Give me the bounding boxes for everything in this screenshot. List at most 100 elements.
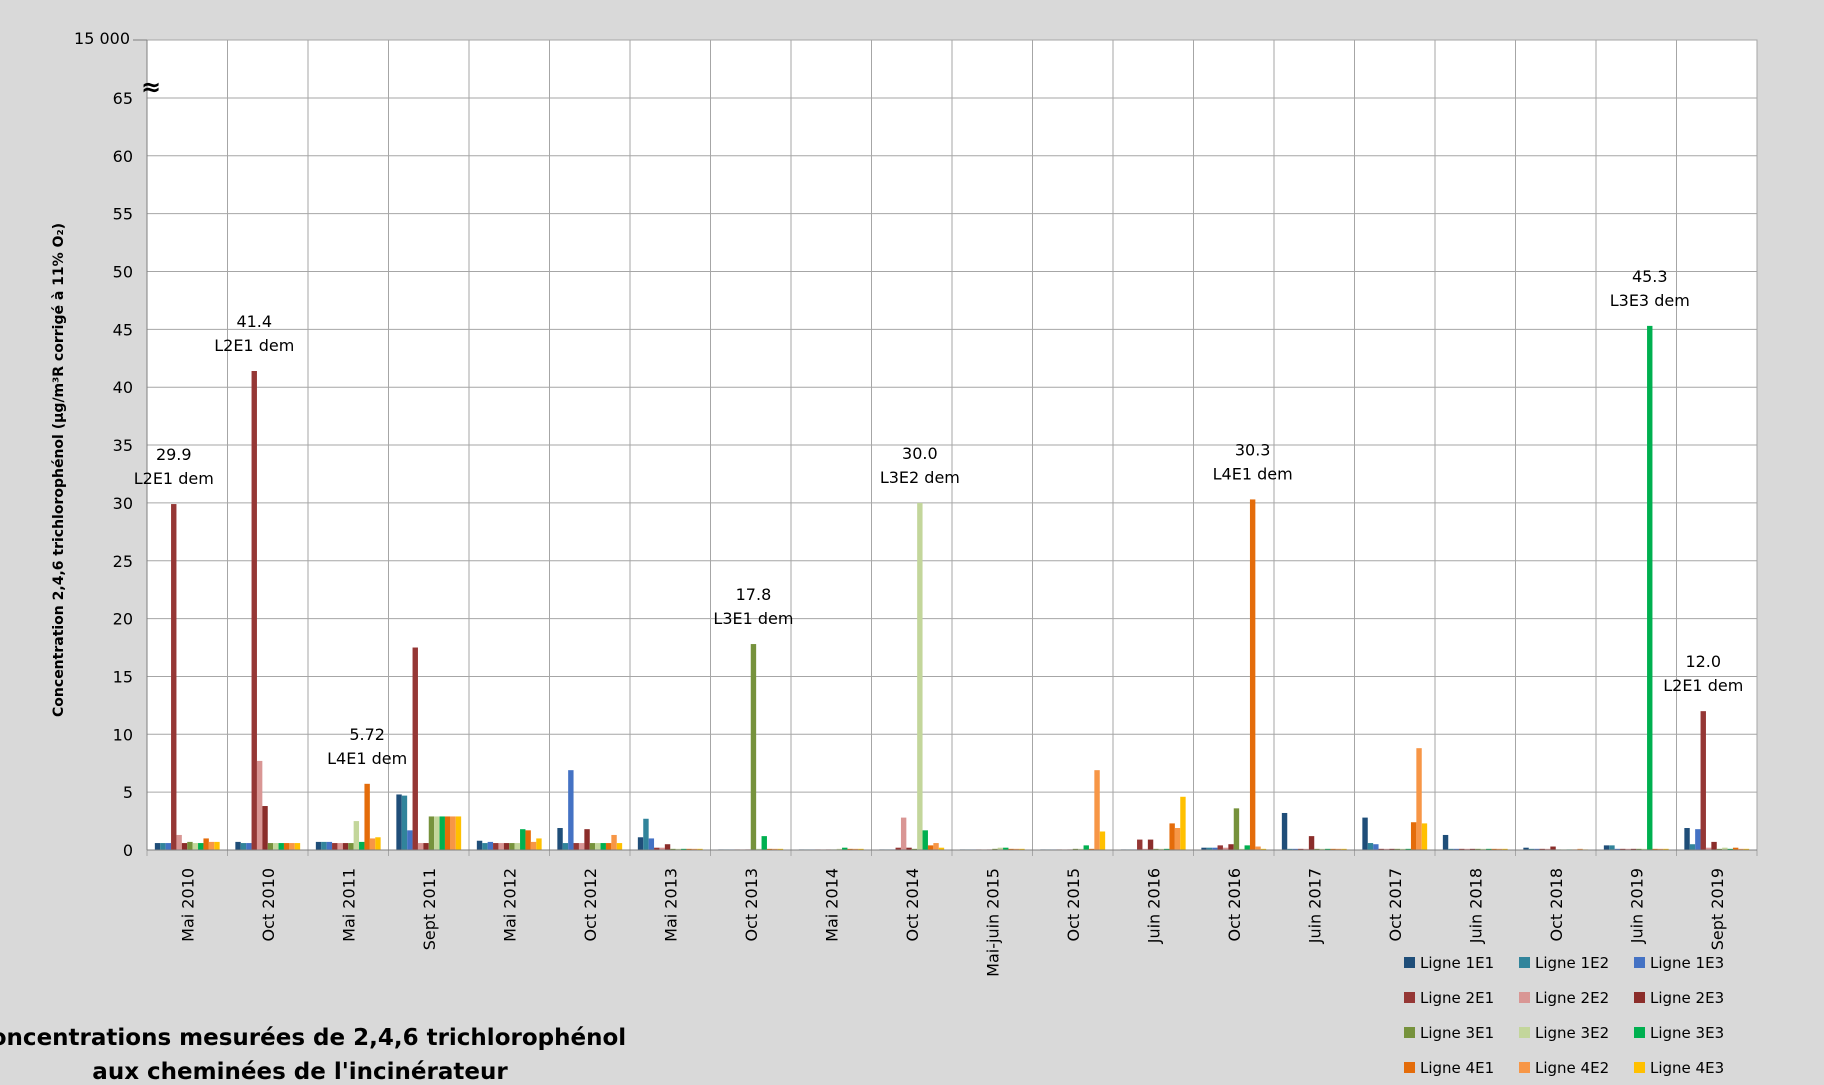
bar — [493, 843, 499, 850]
bar — [1341, 848, 1347, 850]
annotation-label: L2E1 dem — [134, 469, 214, 488]
x-tick-label: Oct 2018 — [1547, 868, 1566, 941]
bar — [1308, 836, 1315, 850]
bar — [852, 848, 859, 850]
bar — [1641, 848, 1648, 850]
bar — [1738, 848, 1744, 850]
bar — [1072, 848, 1079, 850]
bar — [342, 843, 349, 850]
bar — [1158, 848, 1165, 850]
bar — [369, 838, 376, 850]
x-tick-label: Oct 2016 — [1225, 868, 1244, 941]
legend-label: Ligne 2E2 — [1535, 989, 1609, 1007]
annotation-label: L3E2 dem — [880, 468, 960, 487]
bar — [337, 843, 343, 850]
legend-label: Ligne 3E3 — [1650, 1024, 1724, 1042]
bar — [1164, 848, 1170, 850]
legend-swatch — [1519, 957, 1530, 968]
y-tick-label: 30 — [113, 494, 133, 513]
bar — [450, 816, 456, 850]
bar — [670, 848, 676, 850]
y-tick-label: 35 — [113, 436, 133, 455]
bar — [1287, 848, 1293, 850]
x-tick-label: Mai 2014 — [822, 868, 841, 942]
bar — [777, 848, 784, 850]
bar — [1362, 817, 1368, 850]
x-tick-label: Juin 2017 — [1305, 868, 1324, 944]
bar — [1652, 848, 1658, 850]
bar — [267, 843, 274, 850]
bar — [1689, 844, 1696, 851]
bar — [686, 848, 692, 850]
bar — [1486, 848, 1492, 850]
bar — [1180, 796, 1186, 850]
bar — [691, 848, 698, 850]
bar — [1684, 828, 1690, 850]
bar — [1292, 848, 1299, 850]
x-tick-label: Sept 2011 — [420, 868, 439, 950]
bar — [927, 845, 934, 850]
annotation-label: L4E1 dem — [1213, 464, 1293, 483]
bar — [1303, 848, 1309, 850]
bar — [900, 817, 907, 850]
legend-swatch — [1404, 1027, 1415, 1038]
bar — [1201, 847, 1207, 850]
x-tick-label: Oct 2015 — [1064, 868, 1083, 941]
bar — [401, 795, 408, 850]
bar — [1244, 845, 1250, 850]
bar — [1459, 848, 1465, 850]
bar — [654, 847, 660, 850]
bar — [1281, 812, 1288, 850]
bar — [1373, 844, 1379, 851]
bar — [294, 843, 301, 850]
legend-swatch — [1519, 1027, 1530, 1038]
bar — [476, 840, 483, 850]
legend-label: Ligne 4E2 — [1535, 1059, 1609, 1077]
chart-title: Concentrations mesurées de 2,4,6 trichlo… — [0, 1025, 626, 1051]
bar — [1142, 848, 1148, 850]
chart-subtitle: aux cheminées de l'incinérateur — [92, 1059, 508, 1085]
bar — [1603, 845, 1610, 850]
legend-label: Ligne 2E1 — [1420, 989, 1494, 1007]
bar — [1314, 848, 1320, 850]
bar — [1410, 822, 1417, 850]
bar — [595, 843, 601, 850]
bar — [1078, 848, 1084, 850]
x-tick-label: Juin 2016 — [1144, 868, 1163, 944]
x-tick-label: Oct 2013 — [742, 868, 761, 941]
bar — [1491, 848, 1497, 850]
legend-swatch — [1404, 992, 1415, 1003]
y-tick-label: 0 — [123, 841, 133, 860]
y-tick-label: 10 — [113, 725, 133, 744]
bar — [1394, 848, 1401, 850]
bars — [154, 325, 1750, 851]
legend-label: Ligne 4E1 — [1420, 1059, 1494, 1077]
bar — [772, 848, 778, 850]
y-axis-label: Concentration 2,4,6 trichlorophénol (µg/… — [51, 223, 67, 717]
bar — [1019, 848, 1025, 850]
bar — [1325, 848, 1331, 850]
bar — [1400, 848, 1406, 850]
bar — [412, 647, 418, 850]
y-tick-label: 60 — [113, 147, 133, 166]
bar — [756, 848, 762, 850]
bar — [557, 828, 563, 850]
bar — [503, 843, 510, 850]
x-tick-label: Juin 2019 — [1627, 868, 1646, 944]
annotation-value: 30.3 — [1235, 440, 1271, 459]
y-tick-label: 45 — [113, 320, 133, 339]
bar — [509, 843, 515, 850]
legend-label: Ligne 3E1 — [1420, 1024, 1494, 1042]
bar — [1013, 848, 1020, 850]
bar — [997, 847, 1004, 850]
bar — [428, 816, 435, 850]
bar — [1620, 848, 1626, 850]
bar — [842, 847, 848, 850]
bar — [187, 841, 193, 850]
legend: Ligne 1E1 Ligne 1E2 Ligne 1E3 Ligne 2E1 Lign… — [1404, 954, 1724, 1077]
bar — [240, 843, 247, 850]
bar — [1502, 848, 1508, 850]
bar — [761, 836, 767, 850]
bar — [1442, 834, 1449, 850]
bar — [1705, 847, 1712, 850]
